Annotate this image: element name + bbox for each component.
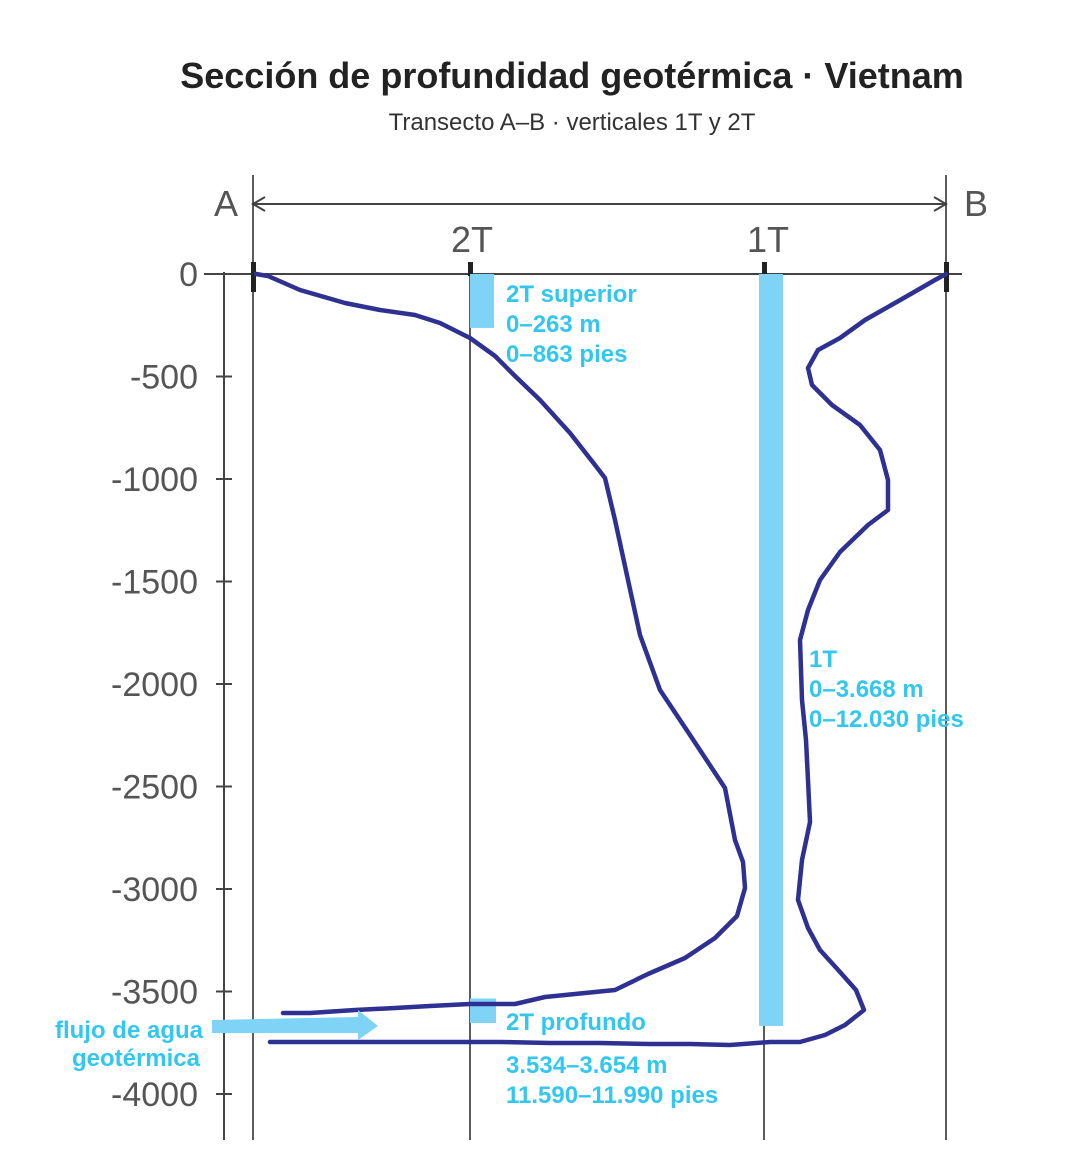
depth-tick-label: 0 bbox=[179, 256, 198, 294]
surface-marker-b bbox=[944, 262, 949, 292]
page-subtitle: Transecto A–B · verticales 1T y 2T bbox=[389, 109, 756, 136]
surface-marker-a bbox=[251, 262, 256, 292]
annotation-2t-deep-feet: 11.590–11.990 pies bbox=[506, 1082, 718, 1109]
depth-tick-label: -1000 bbox=[111, 461, 198, 499]
depth-tick-label: -3000 bbox=[111, 871, 198, 909]
annotation-1t-meters: 0–3.668 m bbox=[809, 676, 924, 703]
interval-1t-full bbox=[759, 274, 783, 1026]
depth-tick-label: -1500 bbox=[111, 564, 198, 602]
annotation-flow: flujo de agua geotérmica bbox=[55, 1017, 204, 1072]
annotation-2t-upper: 2T superior 0–263 m 0–863 pies bbox=[506, 281, 637, 368]
transect-start-label: A bbox=[214, 183, 238, 224]
annotation-2t-deep: 2T profundo 3.534–3.654 m 11.590–11.990 … bbox=[506, 1009, 718, 1109]
left-curve bbox=[253, 271, 748, 1016]
depth-tick-label: -3500 bbox=[111, 974, 198, 1012]
well-label-1t: 1T bbox=[747, 219, 789, 260]
flow-label-line2: geotérmica bbox=[72, 1045, 201, 1072]
well-label-2t: 2T bbox=[451, 219, 493, 260]
annotation-1t: 1T 0–3.668 m 0–12.030 pies bbox=[809, 646, 964, 733]
depth-tick-label: -2500 bbox=[111, 769, 198, 807]
depth-axis-ticks: 0 -500 -1000 -1500 -2000 -2500 -3000 -3500 -4000 bbox=[111, 256, 232, 1114]
annotation-2t-deep-meters: 3.534–3.654 m bbox=[506, 1052, 667, 1079]
page-title: Sección de profundidad geotérmica · Viet… bbox=[180, 55, 964, 96]
transect-end-label: B bbox=[964, 183, 988, 224]
surface-marker-2t bbox=[468, 262, 473, 276]
annotation-1t-feet: 0–12.030 pies bbox=[809, 706, 964, 733]
right-curve bbox=[267, 271, 949, 1048]
annotation-2t-upper-meters: 0–263 m bbox=[506, 311, 601, 338]
annotation-1t-name: 1T bbox=[809, 646, 837, 673]
flow-label-line1: flujo de agua bbox=[55, 1017, 204, 1044]
annotation-2t-upper-feet: 0–863 pies bbox=[506, 341, 627, 368]
annotation-2t-deep-name: 2T profundo bbox=[506, 1009, 646, 1036]
interval-2t-upper bbox=[470, 274, 494, 328]
depth-tick-label: -500 bbox=[130, 359, 198, 397]
annotation-2t-upper-name: 2T superior bbox=[506, 281, 637, 308]
depth-tick-label: -4000 bbox=[111, 1076, 198, 1114]
surface-marker-1t bbox=[762, 262, 767, 276]
depth-tick-label: -2000 bbox=[111, 666, 198, 704]
geothermal-flow-arrow bbox=[212, 1010, 378, 1040]
